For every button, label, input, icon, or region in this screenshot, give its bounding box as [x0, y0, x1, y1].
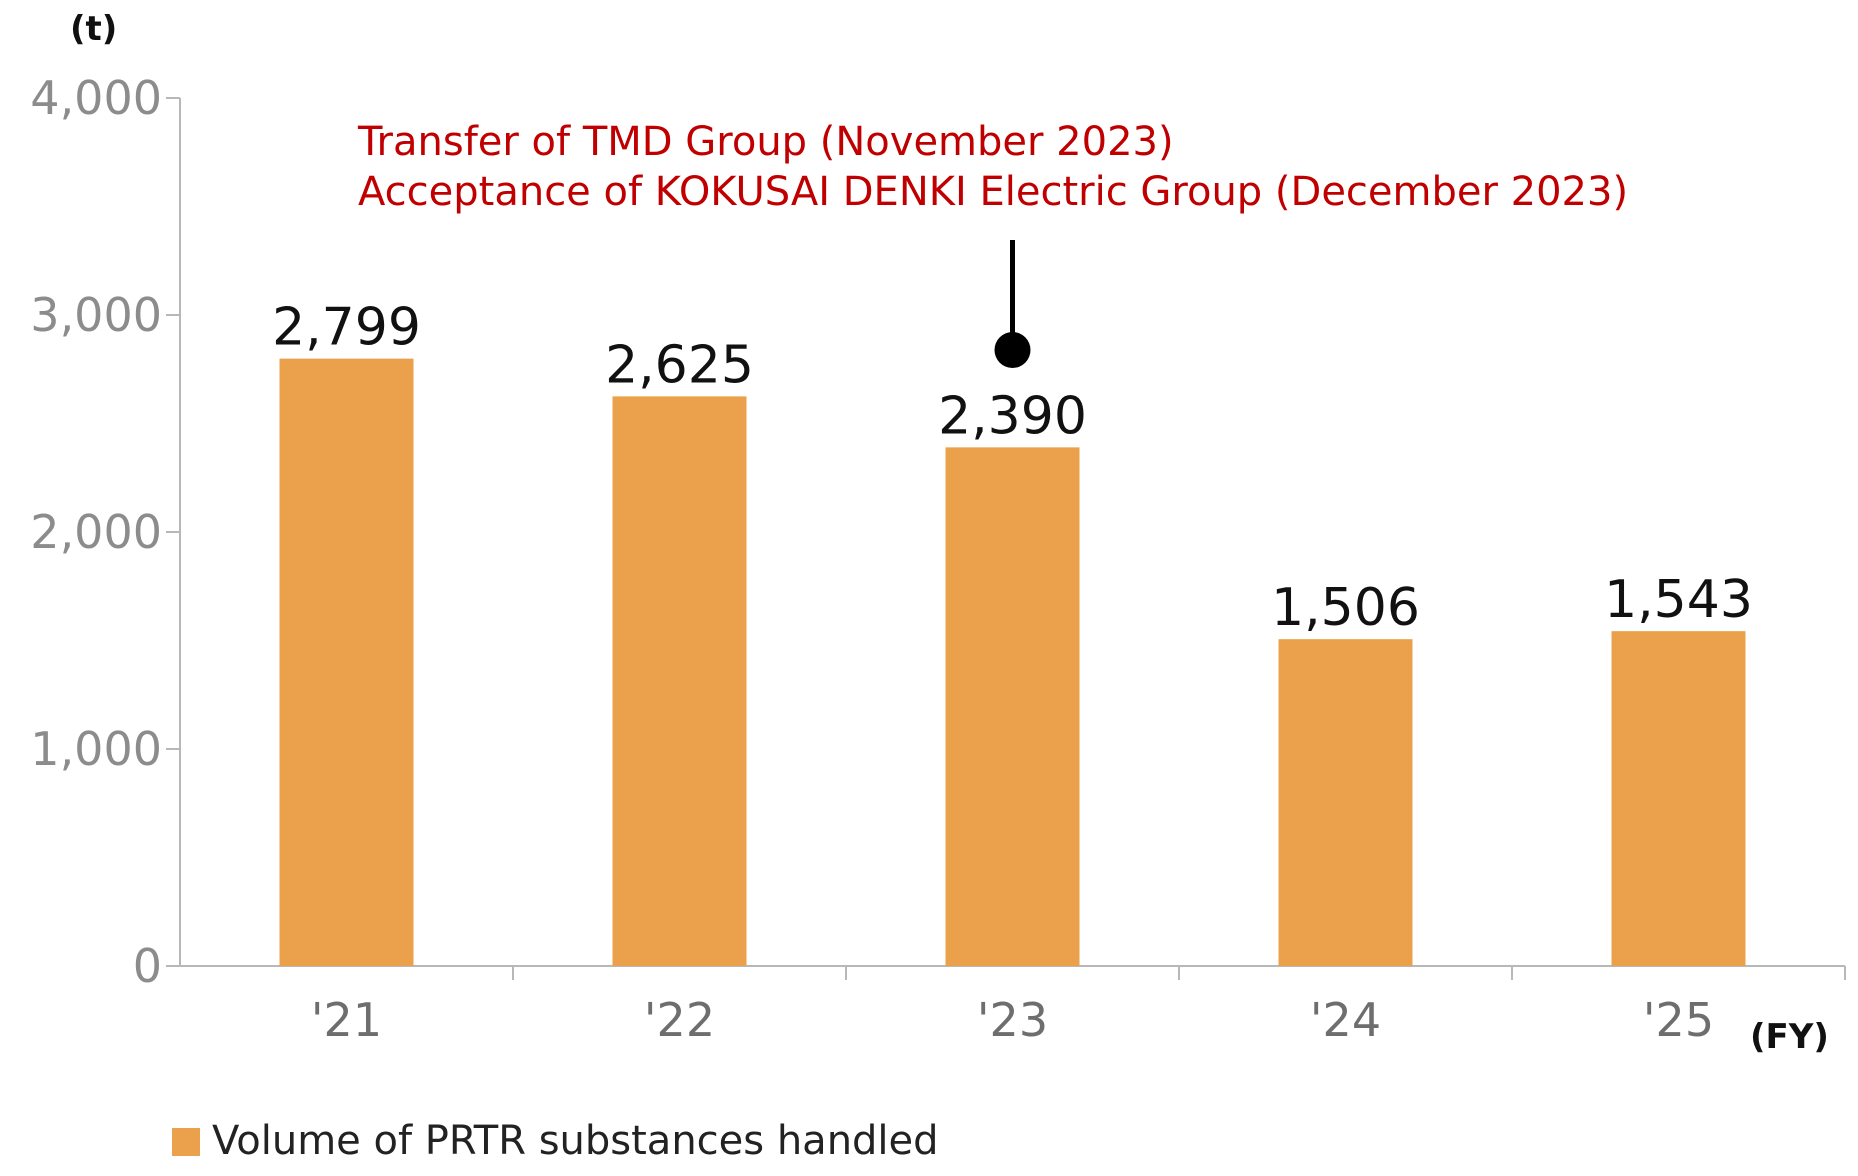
- y-tick-label: 0: [133, 939, 162, 993]
- data-labels: 2,799 2,625 2,390 1,506 1,543: [272, 298, 1753, 639]
- y-tick-label: 3,000: [30, 288, 162, 342]
- x-tick-label: '24: [1310, 993, 1381, 1047]
- y-tick-label: 4,000: [30, 71, 162, 125]
- bar-data-label: 1,543: [1604, 570, 1753, 630]
- bar-data-label: 2,625: [605, 335, 754, 395]
- annotation-line-transfer: Transfer of TMD Group (November 2023): [357, 119, 1174, 165]
- x-tick-label: '22: [644, 993, 715, 1047]
- bar-data-label: 2,390: [938, 386, 1087, 446]
- annotation-pointer-dot: [994, 332, 1031, 368]
- y-tick-label: 2,000: [30, 505, 162, 559]
- bar: [945, 447, 1080, 966]
- legend-label: Volume of PRTR substances handled: [212, 1118, 939, 1164]
- bar: [1278, 639, 1413, 966]
- bar-data-label: 2,799: [272, 298, 421, 358]
- x-tick-label: '25: [1643, 993, 1714, 1047]
- x-tick-label: '21: [311, 993, 382, 1047]
- annotation-line-acceptance: Acceptance of KOKUSAI DENKI Electric Gro…: [358, 169, 1628, 215]
- annotation: Transfer of TMD Group (November 2023) Ac…: [357, 119, 1628, 368]
- bar: [612, 396, 747, 966]
- y-axis-ticks: 0 1,000 2,000 3,000 4,000: [30, 71, 180, 993]
- bar-data-label: 1,506: [1271, 578, 1420, 638]
- legend: Volume of PRTR substances handled: [172, 1118, 939, 1164]
- x-unit-label: (FY): [1750, 1017, 1829, 1057]
- x-axis-ticks: '21 '22 '23 '24 '25: [311, 993, 1714, 1047]
- legend-swatch: [172, 1128, 200, 1156]
- y-tick-label: 1,000: [30, 722, 162, 776]
- y-unit-label: (t): [70, 9, 117, 49]
- bars: [279, 358, 1746, 966]
- bar: [279, 358, 414, 966]
- x-tick-label: '23: [977, 993, 1048, 1047]
- bar: [1611, 631, 1746, 966]
